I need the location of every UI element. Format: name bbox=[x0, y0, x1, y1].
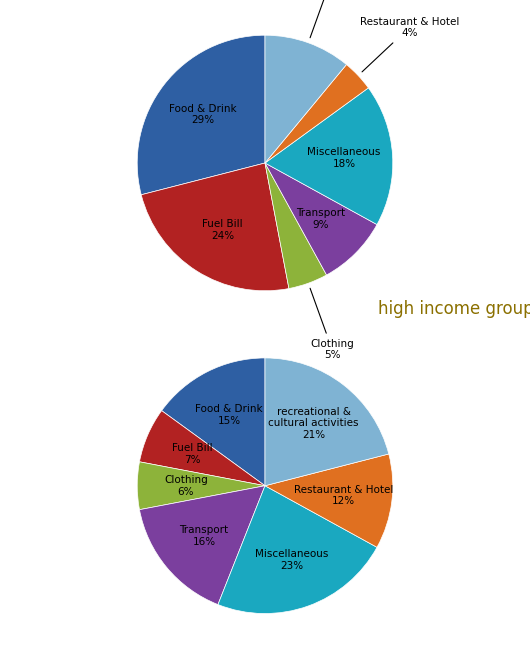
Text: Restaurant & Hotel
12%: Restaurant & Hotel 12% bbox=[294, 485, 393, 507]
Text: high income group: high income group bbox=[378, 301, 530, 318]
Text: Restaurant & Hotel
4%: Restaurant & Hotel 4% bbox=[360, 16, 459, 72]
Wedge shape bbox=[265, 35, 347, 163]
Wedge shape bbox=[137, 462, 265, 510]
Text: Food & Drink
29%: Food & Drink 29% bbox=[169, 104, 236, 125]
Text: Miscellaneous
18%: Miscellaneous 18% bbox=[307, 147, 381, 169]
Text: Transport
9%: Transport 9% bbox=[296, 208, 346, 230]
Text: Clothing
5%: Clothing 5% bbox=[310, 288, 354, 360]
Wedge shape bbox=[139, 486, 265, 604]
Text: Fuel Bill
7%: Fuel Bill 7% bbox=[172, 443, 213, 465]
Text: Transport
16%: Transport 16% bbox=[179, 526, 228, 547]
Text: Food & Drink
15%: Food & Drink 15% bbox=[195, 404, 263, 426]
Wedge shape bbox=[265, 88, 393, 224]
Wedge shape bbox=[265, 163, 377, 275]
Wedge shape bbox=[265, 358, 389, 486]
Wedge shape bbox=[139, 411, 265, 486]
Text: Clothing
6%: Clothing 6% bbox=[164, 475, 208, 497]
Wedge shape bbox=[265, 163, 326, 289]
Wedge shape bbox=[137, 35, 265, 195]
Text: recreational &
cultural activities
21%: recreational & cultural activities 21% bbox=[268, 407, 359, 439]
Wedge shape bbox=[218, 486, 377, 614]
Wedge shape bbox=[141, 163, 289, 291]
Wedge shape bbox=[265, 65, 368, 163]
Text: Miscellaneous
23%: Miscellaneous 23% bbox=[255, 550, 329, 571]
Text: recreational &
cultural activities
11%: recreational & cultural activities 11% bbox=[287, 0, 377, 38]
Wedge shape bbox=[162, 358, 265, 486]
Wedge shape bbox=[265, 454, 393, 547]
Text: Fuel Bill
24%: Fuel Bill 24% bbox=[202, 219, 243, 241]
